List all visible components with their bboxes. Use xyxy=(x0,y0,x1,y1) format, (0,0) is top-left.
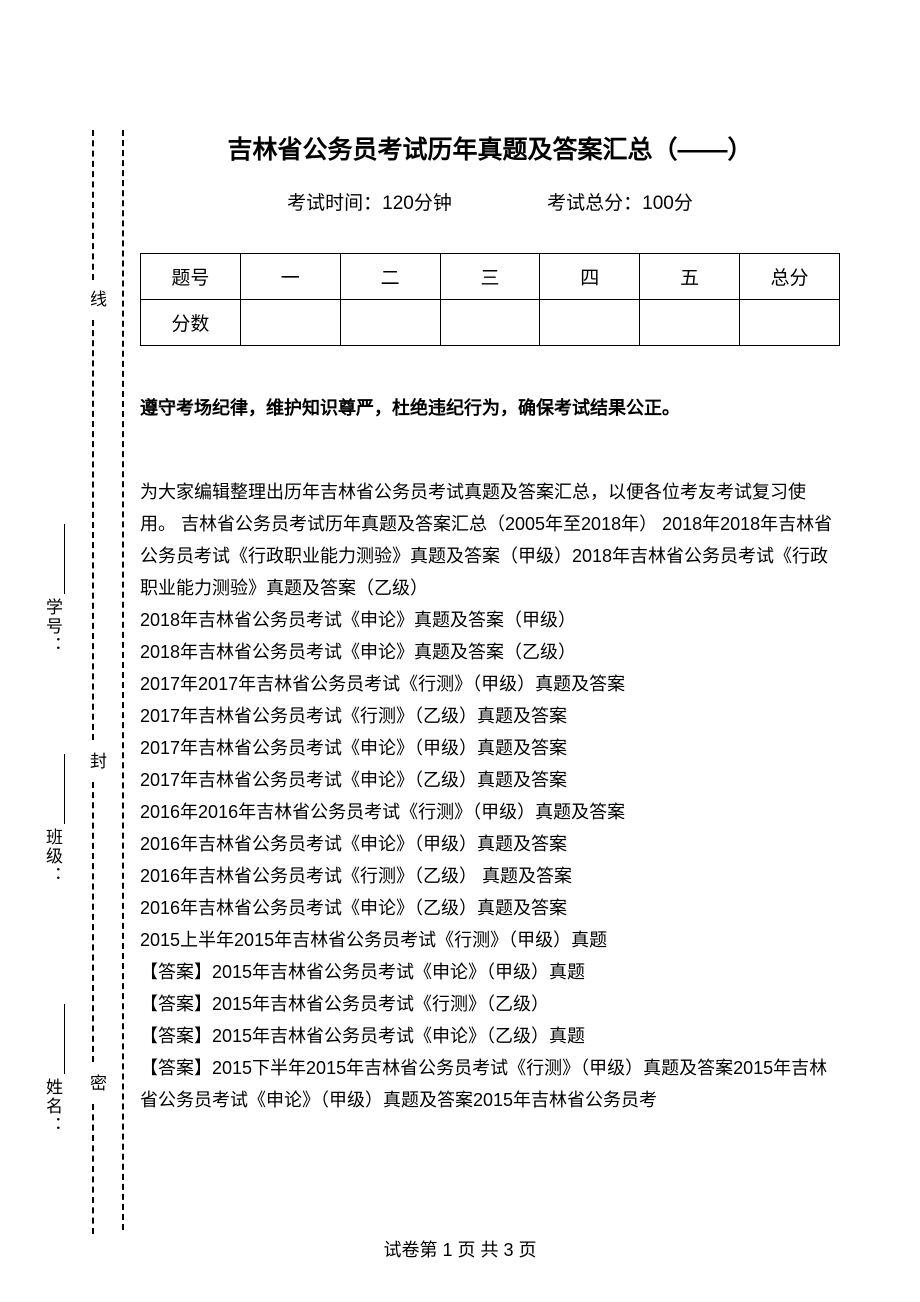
td-label: 分数 xyxy=(141,300,241,346)
seal-dash-seg xyxy=(92,320,94,740)
th-col: 五 xyxy=(640,254,740,300)
page-title: 吉林省公务员考试历年真题及答案汇总（——） xyxy=(140,130,840,166)
table-row: 分数 xyxy=(141,300,840,346)
content-line: 2016年2016年吉林省公务员考试《行测》（甲级）真题及答案 xyxy=(140,802,625,822)
content-line: 2017年吉林省公务员考试《申论》（乙级）真题及答案 xyxy=(140,770,567,790)
td-cell xyxy=(440,300,540,346)
exam-total: 考试总分：100分 xyxy=(547,188,693,215)
content-line: 2017年吉林省公务员考试《行测》（乙级）真题及答案 xyxy=(140,706,567,726)
name-text: 姓名： xyxy=(43,1078,62,1135)
th-col: 四 xyxy=(540,254,640,300)
th-col: 二 xyxy=(340,254,440,300)
seal-char-xian: 线 xyxy=(84,290,109,315)
content-line: 为大家编辑整理出历年吉林省公务员考试真题及答案汇总，以便各位考友考试复习使用。 … xyxy=(140,482,832,598)
content-line: 2016年吉林省公务员考试《申论》（乙级）真题及答案 xyxy=(140,898,567,918)
seal-char-feng: 封 xyxy=(84,752,109,777)
th-label: 题号 xyxy=(141,254,241,300)
td-cell xyxy=(240,300,340,346)
seal-char-mi: 密 xyxy=(84,1074,109,1099)
td-cell xyxy=(640,300,740,346)
th-col: 一 xyxy=(240,254,340,300)
content-line: 2018年吉林省公务员考试《申论》真题及答案（甲级） xyxy=(140,610,576,630)
page-content: 吉林省公务员考试历年真题及答案汇总（——） 考试时间：120分钟 考试总分：10… xyxy=(140,130,840,1116)
id-text: 学号： xyxy=(43,598,62,655)
content-line: 2016年吉林省公务员考试《行测》（乙级） 真题及答案 xyxy=(140,866,572,886)
page-footer: 试卷第 1 页 共 3 页 xyxy=(0,1236,920,1262)
td-cell xyxy=(340,300,440,346)
content-line: 2016年吉林省公务员考试《申论》（甲级）真题及答案 xyxy=(140,834,567,854)
content-line: 【答案】2015年吉林省公务员考试《申论》（乙级）真题 xyxy=(140,1026,585,1046)
th-col: 总分 xyxy=(740,254,840,300)
exam-notice: 遵守考场纪律，维护知识尊严，杜绝违纪行为，确保考试结果公正。 xyxy=(140,394,840,420)
content-line: 【答案】2015年吉林省公务员考试《申论》（甲级）真题 xyxy=(140,962,585,982)
exam-meta-line: 考试时间：120分钟 考试总分：100分 xyxy=(140,188,840,215)
name-label: 姓名： xyxy=(40,1000,65,1135)
score-table: 题号 一 二 三 四 五 总分 分数 xyxy=(140,253,840,346)
student-id-label: 学号： xyxy=(40,520,65,655)
seal-dash-seg xyxy=(92,1104,94,1234)
content-line: 【答案】2015下半年2015年吉林省公务员考试《行测》（甲级）真题及答案201… xyxy=(140,1058,827,1110)
content-line: 2015上半年2015年吉林省公务员考试《行测》（甲级）真题 xyxy=(140,930,607,950)
binding-dashed-line xyxy=(122,130,124,1230)
th-col: 三 xyxy=(440,254,540,300)
exam-time: 考试时间：120分钟 xyxy=(287,188,452,215)
content-line: 2017年2017年吉林省公务员考试《行测》（甲级）真题及答案 xyxy=(140,674,625,694)
class-label: 班级： xyxy=(40,750,65,885)
td-cell xyxy=(740,300,840,346)
table-row: 题号 一 二 三 四 五 总分 xyxy=(141,254,840,300)
class-text: 班级： xyxy=(43,828,62,885)
content-line: 2018年吉林省公务员考试《申论》真题及答案（乙级） xyxy=(140,642,576,662)
body-text: 为大家编辑整理出历年吉林省公务员考试真题及答案汇总，以便各位考友考试复习使用。 … xyxy=(140,476,840,1116)
content-line: 2017年吉林省公务员考试《申论》（甲级）真题及答案 xyxy=(140,738,567,758)
seal-dash-seg xyxy=(92,782,94,1062)
seal-dash-seg xyxy=(92,130,94,280)
content-line: 【答案】2015年吉林省公务员考试《行测》（乙级） xyxy=(140,994,549,1014)
td-cell xyxy=(540,300,640,346)
